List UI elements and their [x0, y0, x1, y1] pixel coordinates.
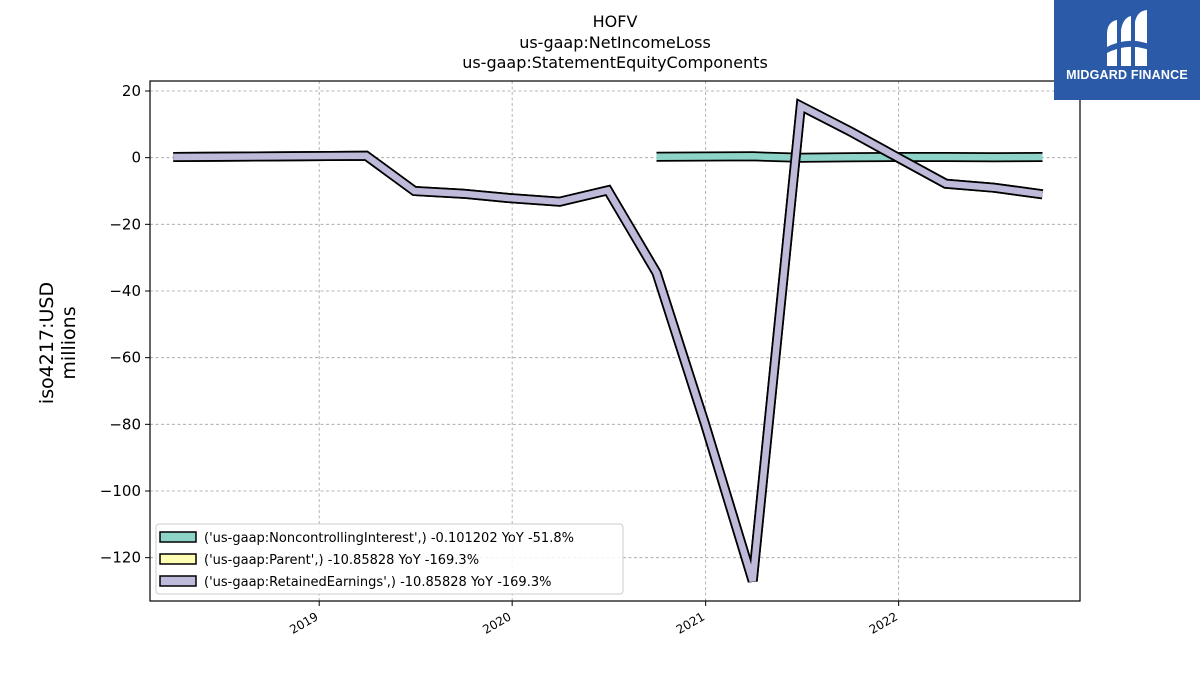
chart-title-line-3: us-gaap:StatementEquityComponents: [462, 53, 768, 72]
series-layer: [173, 98, 1044, 583]
x-tick-label: 2020: [480, 609, 513, 636]
x-tick-label: 2019: [287, 609, 320, 636]
series-line: [173, 100, 1043, 582]
y-tick-label: −20: [109, 215, 141, 233]
legend-box: [155, 523, 624, 595]
legend-swatch: [159, 575, 197, 587]
legend-label: ('us-gaap:RetainedEarnings',) -10.85828 …: [204, 575, 551, 590]
chart-title-line-2: us-gaap:NetIncomeLoss: [519, 33, 711, 52]
y-tick-label: −40: [109, 282, 141, 300]
midgard-logo-icon: [1105, 10, 1149, 66]
legend: ('us-gaap:NoncontrollingInterest',) -0.1…: [155, 523, 624, 595]
y-tick-label: −120: [100, 549, 141, 567]
y-tick-label: −80: [109, 415, 141, 433]
y-tick-label: 0: [131, 149, 141, 167]
legend-label: ('us-gaap:Parent',) -10.85828 YoY -169.3…: [204, 553, 479, 568]
y-axis-label-line-2: millions: [58, 306, 80, 379]
y-tick-label: −60: [109, 349, 141, 367]
x-axis: 2019 2020 2021 2022: [287, 601, 900, 637]
series-line-outline: [173, 98, 1044, 583]
x-tick-label: 2022: [867, 609, 900, 636]
legend-swatch: [159, 531, 197, 543]
y-axis: 20 0 −20 −40 −60 −80 −100 −120: [100, 82, 150, 567]
midgard-finance-logo: MIDGARD FINANCE: [1054, 0, 1200, 100]
y-tick-label: 20: [122, 82, 141, 100]
legend-swatch: [159, 553, 197, 565]
y-tick-label: −100: [100, 482, 141, 500]
logo-text: MIDGARD FINANCE: [1066, 68, 1188, 82]
series-line: [656, 153, 1043, 161]
x-tick-label: 2021: [674, 609, 707, 636]
y-axis-label-line-1: iso4217:USD: [36, 282, 58, 404]
chart-title-line-1: HOFV: [593, 12, 638, 31]
series-line-outline: [173, 98, 1044, 583]
plot-frame: [149, 80, 1081, 602]
series-line: [173, 100, 1043, 582]
legend-label: ('us-gaap:NoncontrollingInterest',) -0.1…: [204, 531, 574, 546]
